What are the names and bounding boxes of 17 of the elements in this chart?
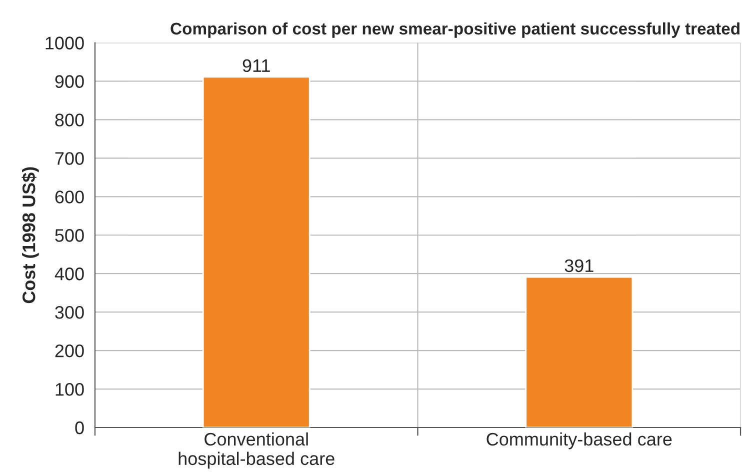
y-tick-label: 1000 bbox=[46, 36, 84, 50]
y-tick-label: 100 bbox=[56, 382, 84, 396]
y-axis-title: Cost (1998 US$) bbox=[22, 167, 39, 304]
y-tick-label: 600 bbox=[55, 190, 84, 204]
y-tick-label: 200 bbox=[55, 344, 84, 358]
y-tick-label: 400 bbox=[54, 268, 84, 280]
y-tick-label: 300 bbox=[55, 306, 84, 319]
chart-title: Comparison of cost per new smear-positive patient successfully treated bbox=[170, 22, 740, 38]
y-tick-label: 800 bbox=[55, 114, 84, 126]
y-tick-label: 700 bbox=[55, 152, 84, 165]
y-tick-label: 900 bbox=[55, 75, 84, 88]
y-tick-label: 500 bbox=[55, 229, 84, 242]
data-label: 911 bbox=[242, 59, 270, 72]
x-tick-label: Conventional hospital-based care bbox=[178, 432, 334, 469]
x-tick-label: Community-based care bbox=[486, 432, 672, 450]
y-tick-label: 0 bbox=[75, 421, 84, 434]
data-label: 391 bbox=[564, 259, 594, 272]
